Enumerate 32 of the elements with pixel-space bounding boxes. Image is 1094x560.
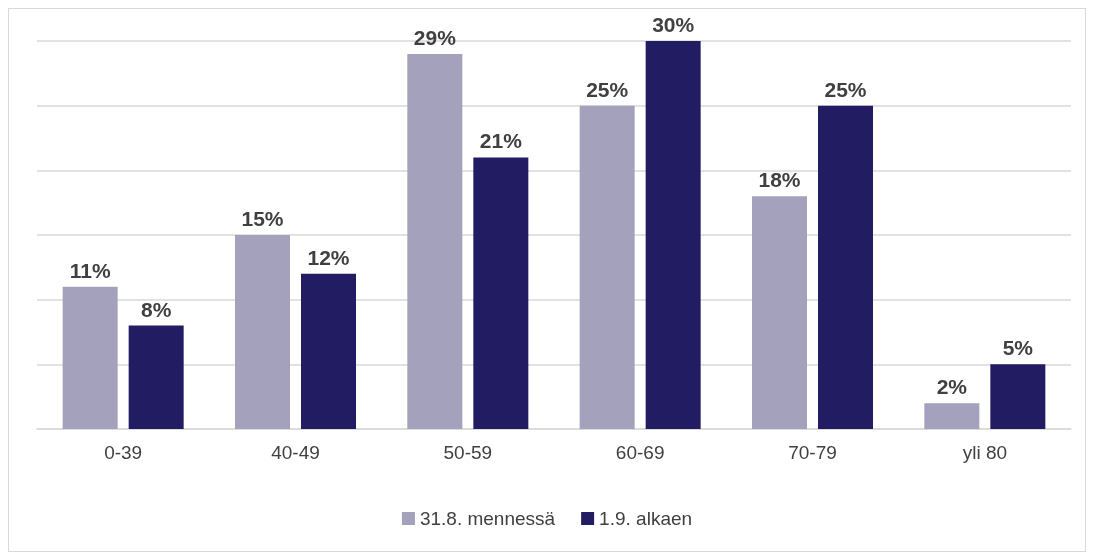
- bar: [579, 105, 635, 429]
- data-label: 2%: [936, 375, 968, 399]
- legend-label: 31.8. mennessä: [419, 508, 556, 529]
- data-label: 15%: [241, 207, 284, 230]
- data-label: 25%: [824, 77, 867, 101]
- legend-label: 1.9. alkaen: [599, 508, 693, 529]
- x-tick-label: 70-79: [788, 442, 837, 463]
- data-label: 5%: [1002, 336, 1034, 360]
- x-tick-label: 60-69: [615, 442, 665, 463]
- bar: [407, 53, 463, 429]
- bar: [301, 273, 356, 429]
- bar: [235, 235, 290, 429]
- x-tick-label: 50-59: [443, 442, 493, 463]
- data-label: 30%: [652, 13, 695, 36]
- bar: [924, 403, 980, 429]
- data-label: 8%: [140, 297, 172, 321]
- bar: [990, 364, 1046, 429]
- x-tick-label: 40-49: [271, 442, 320, 463]
- data-label: 18%: [758, 168, 801, 192]
- x-tick-label: 0-39: [104, 442, 143, 463]
- data-label: 12%: [307, 245, 350, 269]
- x-tick-label: yli 80: [962, 442, 1008, 463]
- bar: [473, 157, 529, 429]
- bar: [62, 286, 118, 429]
- data-label: 25%: [586, 77, 629, 101]
- data-label: 11%: [69, 258, 111, 282]
- data-label: 21%: [479, 129, 523, 153]
- bar: [645, 41, 701, 429]
- bar: [752, 196, 807, 429]
- data-label: 29%: [413, 25, 457, 49]
- bar: [128, 325, 184, 429]
- bar: [818, 105, 873, 429]
